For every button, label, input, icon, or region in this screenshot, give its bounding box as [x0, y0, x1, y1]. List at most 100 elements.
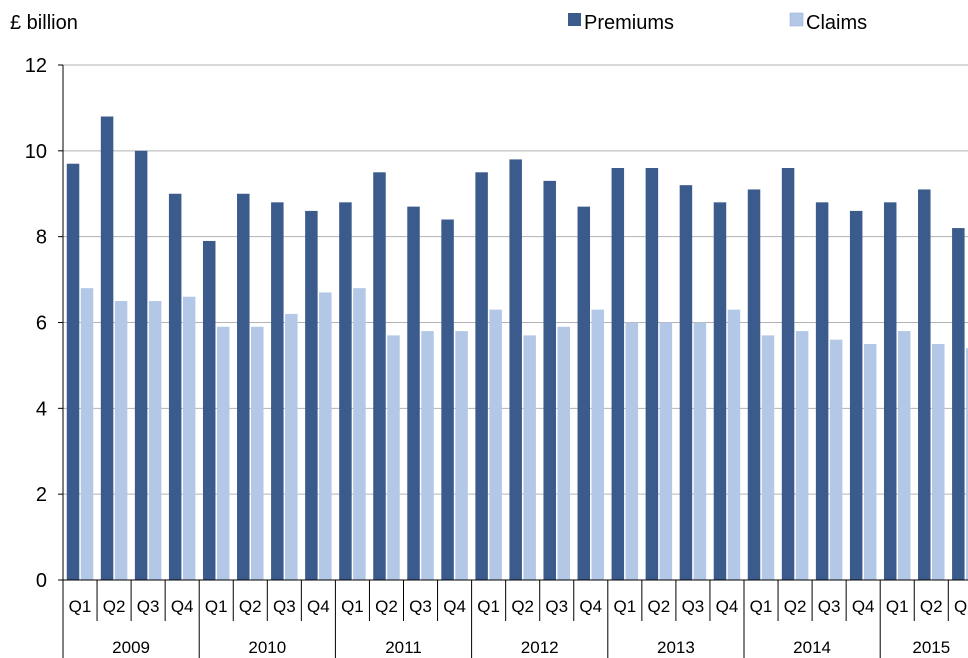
x-tick-label-quarter: Q2 — [648, 597, 671, 616]
y-tick-label: 2 — [36, 484, 47, 506]
bar-premiums — [645, 168, 659, 580]
bar-premiums — [168, 193, 182, 580]
x-tick-label-quarter: Q4 — [852, 597, 875, 616]
bar-claims — [761, 335, 775, 580]
bar-claims — [897, 331, 911, 580]
bar-premiums — [202, 240, 216, 581]
y-tick-label: 8 — [36, 227, 47, 249]
bar-claims — [625, 322, 639, 580]
bar-premiums — [713, 202, 727, 581]
bar-premiums — [883, 202, 897, 581]
x-tick-label-quarter: Q2 — [239, 597, 262, 616]
y-tick-label: 4 — [36, 398, 47, 420]
bar-premiums — [849, 210, 863, 580]
x-tick-label-quarter: Q4 — [579, 597, 602, 616]
bars — [66, 116, 968, 581]
bar-claims — [795, 331, 809, 580]
bar-premiums — [815, 202, 829, 581]
bar-claims — [421, 331, 434, 580]
bar-premiums — [100, 116, 114, 580]
bar-claims — [829, 339, 843, 580]
x-tick-label-quarter: Q4 — [171, 597, 194, 616]
x-tick-label-quarter: Q1 — [886, 597, 909, 616]
x-tick-label-quarter: Q3 — [682, 597, 705, 616]
y-tick-label: 0 — [36, 570, 47, 592]
bar-claims — [216, 326, 230, 580]
bar-claims — [932, 343, 945, 580]
bar-claims — [591, 309, 605, 580]
bar-premiums — [509, 159, 522, 580]
x-tick-label-year: 2010 — [248, 638, 286, 657]
bar-claims — [727, 309, 741, 580]
x-tick-label-quarter: Q1 — [205, 597, 228, 616]
bar-claims — [114, 301, 128, 580]
bar-claims — [353, 288, 366, 580]
bar-claims — [251, 326, 264, 580]
y-axis-label: £ billion — [10, 12, 78, 34]
y-tick-label: 10 — [25, 141, 47, 163]
bar-claims — [80, 288, 94, 580]
legend: Premiums Claims — [568, 12, 867, 34]
x-tick-label-quarter: Q1 — [341, 597, 364, 616]
x-tick-label-quarter: Q4 — [716, 597, 739, 616]
bar-premiums — [577, 206, 591, 580]
bar-claims — [489, 309, 502, 580]
y-axis: 0 2 4 6 8 10 12 — [25, 55, 64, 592]
x-tick-label-year: 2014 — [793, 638, 831, 657]
x-tick-label-quarter: Q4 — [307, 597, 330, 616]
bar-premiums — [271, 202, 284, 581]
bar-premiums — [918, 189, 931, 581]
bar-claims — [455, 331, 468, 580]
bar-claims — [387, 335, 400, 580]
x-tick-label-quarter: Q3 — [273, 597, 296, 616]
x-tick-label-year: 2009 — [112, 638, 150, 657]
x-tick-label-quarter: Q2 — [511, 597, 534, 616]
bar-claims — [182, 296, 196, 580]
x-tick-label-year: 2012 — [521, 638, 559, 657]
bar-claims — [523, 335, 536, 580]
bar-claims — [285, 313, 298, 580]
x-axis: Q1 Q2 Q3 Q4 Q1 Q2 Q3 Q4 Q1 Q2 Q3 Q4 Q1 Q2 Q3 Q4 Q1 Q2 Q3 Q4… — [62, 579, 968, 658]
bar-premiums — [747, 189, 761, 581]
bar-premiums — [407, 206, 420, 580]
bar-claims — [659, 322, 673, 580]
bar-premiums — [543, 180, 556, 580]
x-tick-label-quarter: Q4 — [443, 597, 466, 616]
y-tick-label: 12 — [25, 55, 47, 77]
legend-label-premiums: Premiums — [584, 12, 674, 34]
bar-claims — [966, 348, 968, 580]
bar-premiums — [475, 172, 488, 580]
bar-premiums — [237, 193, 250, 580]
x-tick-label-quarter: Q1 — [477, 597, 500, 616]
bar-premiums — [679, 185, 693, 580]
x-tick-label-quarter: Q1 — [69, 597, 92, 616]
bar-premiums — [373, 172, 386, 580]
x-tick-label-year: 2011 — [385, 638, 422, 657]
legend-label-claims: Claims — [806, 12, 867, 34]
x-tick-label-quarter: Q2 — [920, 597, 943, 616]
bar-claims — [693, 322, 707, 580]
x-tick-label-year: 2015 — [912, 638, 950, 657]
bar-claims — [148, 301, 162, 580]
x-tick-label-quarter: Q1 — [750, 597, 773, 616]
x-tick-label-quarter: Q2 — [784, 597, 807, 616]
bar-claims — [557, 326, 570, 580]
x-tick-label-quarter: Q3 — [409, 597, 432, 616]
x-tick-label-quarter: Q2 — [375, 597, 398, 616]
x-tick-label-quarter: Q3 — [954, 597, 968, 616]
bar-premiums — [441, 219, 454, 580]
bar-claims — [863, 343, 877, 580]
bar-claims — [319, 292, 332, 580]
x-tick-label-year: 2013 — [657, 638, 695, 657]
x-tick-label-quarter: Q3 — [545, 597, 568, 616]
bar-premiums — [611, 168, 625, 580]
bar-premiums — [781, 168, 795, 580]
bar-premiums — [134, 150, 148, 581]
bar-premiums — [339, 202, 352, 581]
x-tick-label-quarter: Q1 — [613, 597, 636, 616]
bar-premiums — [305, 210, 318, 580]
x-tick-label-quarter: Q2 — [103, 597, 126, 616]
x-tick-label-quarter: Q3 — [818, 597, 841, 616]
x-tick-label-quarter: Q3 — [137, 597, 160, 616]
